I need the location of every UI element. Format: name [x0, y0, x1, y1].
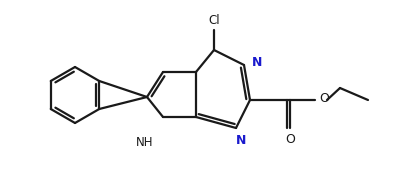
- Text: O: O: [285, 133, 295, 146]
- Text: O: O: [319, 93, 329, 105]
- Text: N: N: [236, 134, 246, 147]
- Text: Cl: Cl: [208, 14, 220, 27]
- Text: N: N: [252, 55, 263, 68]
- Text: NH: NH: [136, 136, 154, 149]
